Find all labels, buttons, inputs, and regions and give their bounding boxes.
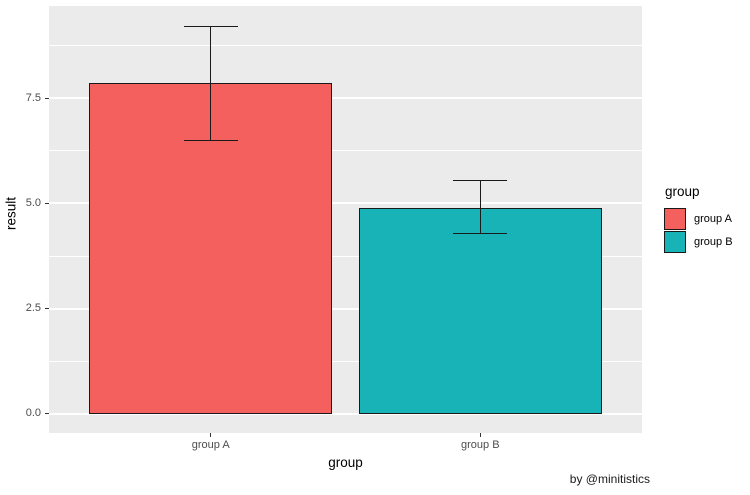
- y-tick-mark: [45, 308, 49, 310]
- minor-gridline: [49, 360, 642, 362]
- legend-entry-label: group B: [694, 235, 733, 248]
- plot-panel: [49, 6, 642, 433]
- y-tick-label: 7.5: [25, 91, 41, 104]
- y-tick-label: 2.5: [25, 302, 41, 315]
- y-axis-title: result: [3, 197, 19, 231]
- major-gridline: [49, 307, 642, 310]
- error-bar-cap-top: [183, 25, 238, 28]
- legend-key-swatch: [664, 230, 686, 253]
- legend-entry: group B: [664, 230, 733, 253]
- bar-group-b: [358, 207, 602, 414]
- legend: group group A group B: [664, 184, 733, 253]
- error-bar-line: [479, 180, 482, 234]
- x-tick-label: group B: [461, 439, 500, 451]
- major-gridline: [49, 97, 642, 100]
- error-bar-cap-top: [453, 179, 508, 181]
- major-gridline: [49, 202, 642, 205]
- error-bar-cap-bottom: [453, 232, 508, 235]
- minor-gridline: [49, 45, 642, 47]
- legend-entry: group A: [664, 207, 733, 230]
- x-axis-title: group: [328, 455, 363, 470]
- y-tick-label: 5.0: [25, 196, 41, 209]
- legend-entries: group A group B: [664, 207, 733, 253]
- minor-gridline: [49, 150, 642, 152]
- y-tick-mark: [45, 202, 49, 204]
- legend-entry-label: group A: [694, 212, 732, 225]
- major-gridline: [49, 412, 642, 415]
- x-tick-mark: [479, 433, 481, 437]
- legend-key-swatch: [664, 207, 686, 230]
- error-bar-line: [209, 26, 212, 141]
- legend-title: group: [665, 184, 700, 199]
- error-bar-cap-bottom: [183, 139, 238, 142]
- y-tick-mark: [45, 413, 49, 415]
- minor-gridline: [49, 255, 642, 257]
- y-tick-mark: [45, 97, 49, 99]
- caption: by @minitistics: [569, 472, 650, 486]
- x-tick-label: group A: [191, 439, 230, 451]
- y-tick-label: 0.0: [25, 407, 41, 420]
- x-tick-mark: [210, 433, 212, 437]
